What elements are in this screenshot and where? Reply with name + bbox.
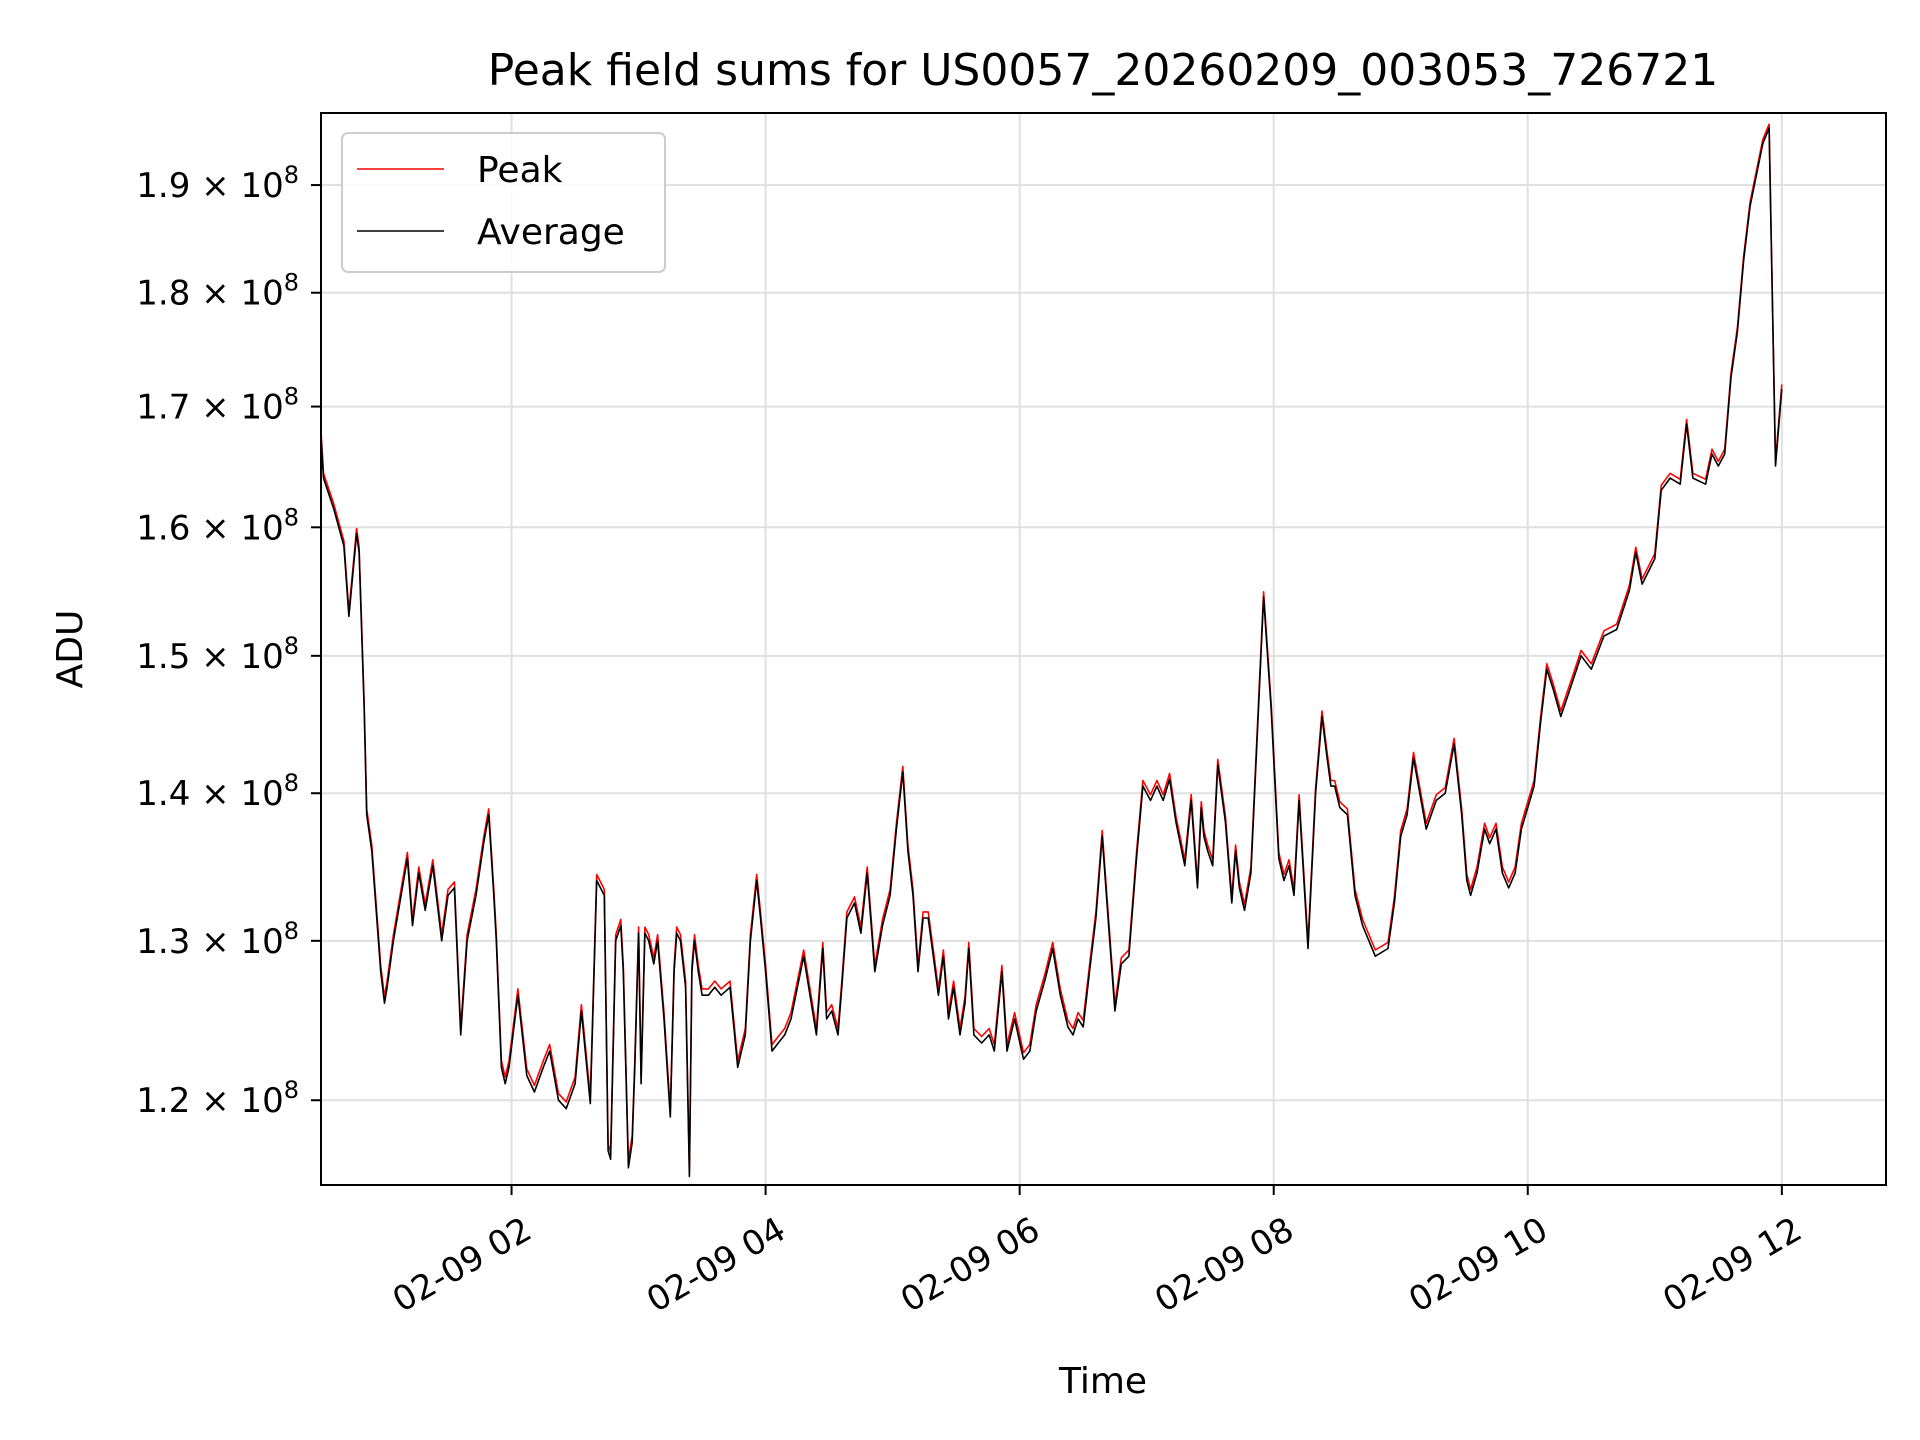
series-line-peak bbox=[321, 123, 1783, 1171]
y-tick-exponent: 8 bbox=[284, 917, 299, 945]
y-tick-label: 1.5 × 108 bbox=[136, 632, 299, 677]
y-axis-label: ADU bbox=[50, 610, 91, 689]
y-tick-exponent: 8 bbox=[284, 269, 299, 297]
y-tick-base: 1.7 × 10 bbox=[136, 388, 283, 428]
y-tick-base: 1.2 × 10 bbox=[136, 1081, 283, 1121]
y-tick-exponent: 8 bbox=[284, 383, 299, 411]
y-tick-exponent: 8 bbox=[284, 769, 299, 797]
y-tick-base: 1.4 × 10 bbox=[136, 774, 283, 814]
legend-average-label: Average bbox=[477, 212, 625, 253]
y-tick-label: 1.3 × 108 bbox=[136, 917, 299, 962]
y-tick-exponent: 8 bbox=[284, 503, 299, 531]
y-tick-exponent: 8 bbox=[284, 632, 299, 660]
y-tick-exponent: 8 bbox=[284, 161, 299, 189]
y-tick-base: 1.8 × 10 bbox=[136, 274, 283, 314]
y-tick-exponent: 8 bbox=[284, 1076, 299, 1104]
legend: Peak Average bbox=[341, 132, 666, 273]
y-tick-label: 1.4 × 108 bbox=[136, 769, 299, 814]
y-tick-label: 1.8 × 108 bbox=[136, 269, 299, 314]
series-lines bbox=[321, 123, 1783, 1178]
y-tick-base: 1.3 × 10 bbox=[136, 922, 283, 962]
y-tick-label: 1.9 × 108 bbox=[136, 161, 299, 206]
y-tick-label: 1.7 × 108 bbox=[136, 383, 299, 428]
y-tick-label: 1.2 × 108 bbox=[136, 1076, 299, 1121]
chart-title: Peak field sums for US0057_20260209_0030… bbox=[488, 45, 1718, 96]
series-line-average bbox=[321, 127, 1783, 1178]
grid bbox=[321, 113, 1886, 1185]
plot-frame bbox=[320, 112, 1887, 1186]
y-tick-base: 1.9 × 10 bbox=[136, 166, 283, 206]
y-tick-label: 1.6 × 108 bbox=[136, 503, 299, 548]
legend-box bbox=[341, 132, 666, 273]
y-tick-base: 1.5 × 10 bbox=[136, 637, 283, 677]
y-tick-base: 1.6 × 10 bbox=[136, 508, 283, 548]
x-axis-label: Time bbox=[1058, 1361, 1147, 1402]
legend-peak-label: Peak bbox=[477, 150, 563, 191]
